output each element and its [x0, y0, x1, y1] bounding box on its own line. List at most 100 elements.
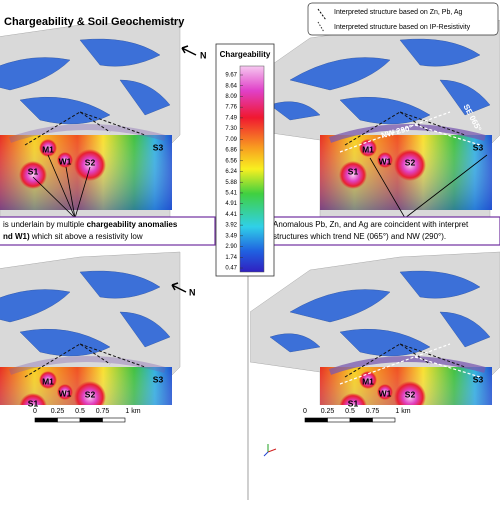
- resistivity-patch: [0, 289, 71, 323]
- colorbar-tick-label: 6.86: [225, 148, 237, 154]
- resistivity-patch: [19, 96, 111, 125]
- legend: Interpreted structure based on Zn, Pb, A…: [307, 2, 499, 36]
- anomaly-label: W1: [379, 388, 392, 398]
- north-arrow: N N: [171, 45, 207, 297]
- callout-pointer: [47, 154, 76, 219]
- colorbar-title: Chargeability: [220, 50, 271, 59]
- scale-segment: [57, 417, 81, 423]
- callout-pointer: [404, 154, 488, 219]
- scale-label: 1 km: [395, 408, 410, 415]
- legend-label: Interpreted structure based on IP-Resist…: [334, 24, 471, 31]
- legend-symbol: [317, 8, 327, 21]
- anomaly-label: S2: [85, 157, 96, 167]
- resistivity-patch: [119, 311, 171, 348]
- map-panel: [250, 251, 500, 405]
- anomaly-grid: [8, 123, 166, 143]
- north-label: N: [200, 50, 207, 60]
- anomaly-label: S1: [28, 166, 39, 176]
- chargeability-anomaly: [377, 152, 393, 168]
- scale-segment: [372, 417, 396, 423]
- resistivity-patch: [339, 328, 431, 357]
- north-arrow-symbol: [171, 282, 187, 293]
- scale-label: 0.25: [51, 408, 65, 415]
- anomaly-label: M1: [42, 144, 54, 154]
- callout-span: structures which trend NE (065°) and NW …: [273, 232, 446, 241]
- anomaly-label: W1: [59, 156, 72, 166]
- resistivity-patch: [269, 101, 321, 121]
- axis-x: [267, 448, 277, 453]
- ip-structure: [344, 343, 466, 378]
- resistivity-patch: [399, 38, 481, 67]
- geochem-structure: [339, 111, 481, 153]
- callout-pointer: [369, 157, 406, 219]
- resistivity-patch: [289, 289, 391, 323]
- scale-label: 0.25: [321, 408, 335, 415]
- map-panel: [0, 251, 181, 405]
- chargeability-anomaly: [74, 149, 106, 181]
- scale-label: 0.5: [75, 408, 85, 415]
- colorbar-tick-label: 2.90: [225, 244, 237, 250]
- colorbar-tick-label: 6.56: [225, 158, 237, 164]
- ip-structure: [344, 111, 466, 146]
- colorbar-tick-label: 4.41: [225, 212, 237, 218]
- colorbar-tick-label: 4.91: [225, 201, 237, 207]
- callout-box: [0, 216, 216, 246]
- anomaly-label: W1: [59, 388, 72, 398]
- anomaly-label: S1: [348, 166, 359, 176]
- resistivity-patch: [289, 57, 391, 91]
- axis-z: [263, 451, 269, 457]
- colorbar-tick-label: 3.92: [225, 223, 237, 229]
- callout-pointer: [32, 176, 76, 219]
- anomaly-label: S3: [153, 374, 164, 384]
- scale-label: 0: [303, 408, 307, 415]
- axis-triad: [263, 444, 277, 457]
- callout-span: which sit above a resistivity low: [30, 232, 143, 241]
- scale-label: 0.75: [96, 408, 110, 415]
- colorbar-tick-label: 3.49: [225, 233, 237, 239]
- chargeability-anomaly: [394, 149, 426, 181]
- anomaly-label: S3: [153, 142, 164, 152]
- ip-structure: [24, 343, 146, 378]
- legend-box: [307, 2, 499, 36]
- resistivity-patch: [79, 38, 161, 67]
- anomaly-label: M1: [42, 376, 54, 386]
- title: Chargeability & Soil Geochemistry: [4, 16, 185, 28]
- callout-text: structures which trend NE (065°) and NW …: [273, 232, 446, 241]
- chargeability-anomaly: [359, 371, 377, 389]
- chargeability-anomaly: [74, 381, 106, 405]
- colorbar-ramp: [239, 65, 265, 273]
- chargeability-anomaly: [19, 161, 47, 189]
- chargeability-anomaly: [339, 393, 367, 405]
- map-panel: [0, 20, 181, 220]
- colorbar-tick-label: 7.76: [225, 105, 237, 111]
- callout-text: Anomalous Pb, Zn, and Ag are coincident …: [273, 220, 469, 229]
- geochem-structure: [339, 343, 481, 385]
- colorbar-tick-label: 9.67: [225, 73, 237, 79]
- anomaly-label: S1: [348, 398, 359, 408]
- callout-span: nd W1): [3, 232, 30, 241]
- colorbar-tick-label: 6.24: [225, 169, 237, 175]
- chargeability-anomaly: [39, 371, 57, 389]
- scale-label: 0: [33, 408, 37, 415]
- resistivity-patch: [119, 79, 171, 116]
- colorbar-tick-label: 1.74: [225, 255, 237, 261]
- resistivity-patch: [399, 270, 481, 299]
- scale-segment: [34, 417, 58, 423]
- legend-label: Interpreted structure based on Zn, Pb, A…: [334, 9, 463, 16]
- resistivity-patch: [269, 333, 321, 353]
- terrain: [250, 20, 500, 220]
- chargeability-anomaly: [394, 381, 426, 405]
- scale-segment: [79, 417, 103, 423]
- colorbar-tick-label: 0.47: [225, 266, 237, 272]
- terrain: [0, 20, 181, 220]
- callout-pointer: [74, 166, 91, 219]
- anomaly-grid: [328, 123, 486, 143]
- anomaly-label: W1: [379, 156, 392, 166]
- anomaly-label: S2: [405, 389, 416, 399]
- anomaly-grid: [328, 355, 486, 375]
- scale-segment: [349, 417, 373, 423]
- scale-segment: [304, 417, 328, 423]
- colorbar-tick-label: 5.88: [225, 180, 237, 186]
- anomaly-label: S3: [473, 374, 484, 384]
